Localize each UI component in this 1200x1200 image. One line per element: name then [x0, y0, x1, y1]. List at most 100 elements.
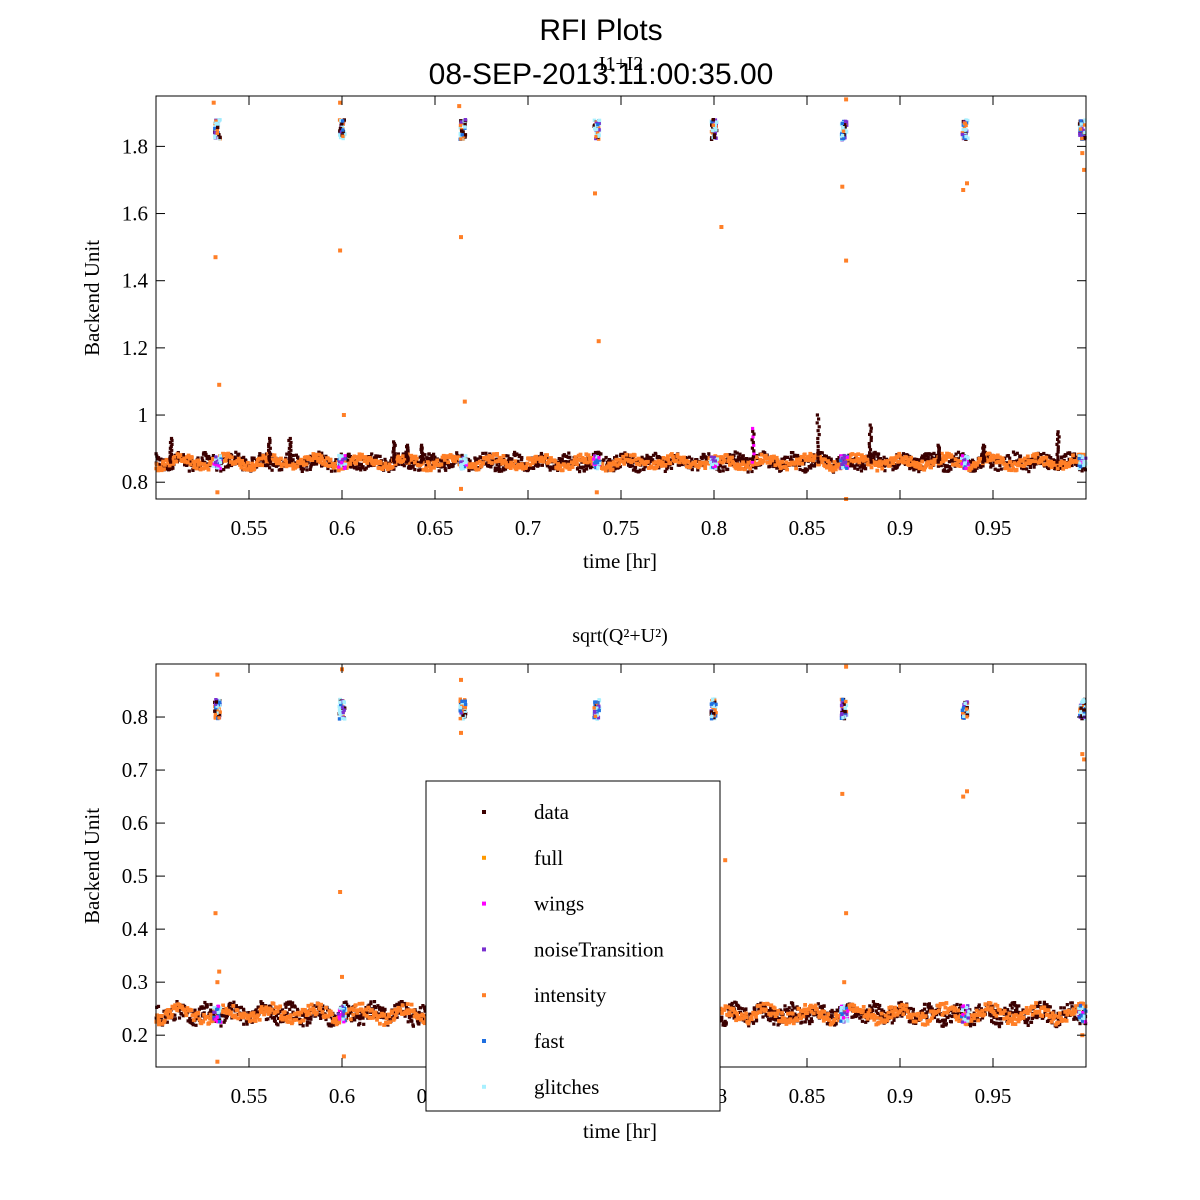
data-point — [943, 1018, 947, 1022]
intensity-point — [906, 459, 911, 464]
data-point — [733, 450, 737, 454]
data-point — [720, 1015, 724, 1019]
data-point — [408, 464, 413, 468]
intensity-point — [1007, 468, 1011, 472]
intensity-point — [682, 455, 686, 460]
intensity-point — [556, 466, 561, 471]
intensity-point — [646, 459, 650, 464]
glitches-point — [339, 464, 343, 468]
intensity-point — [754, 455, 759, 460]
intensity-point — [780, 459, 785, 464]
data-point — [732, 1016, 736, 1020]
data-point — [812, 464, 817, 468]
glitches-point — [219, 461, 223, 465]
intensity-point — [501, 454, 506, 458]
spike-point — [752, 432, 756, 436]
data-point — [376, 454, 380, 458]
spike-point — [288, 458, 292, 462]
data-point — [300, 1013, 305, 1017]
intensity-point — [243, 463, 248, 468]
spike-point — [392, 448, 396, 452]
data-point — [999, 467, 1003, 471]
data-point — [631, 464, 635, 468]
intensity-point — [254, 460, 259, 465]
intensity-point — [811, 458, 816, 463]
intensity-point — [777, 463, 782, 468]
outlier-point — [341, 413, 346, 417]
data-point — [532, 466, 536, 470]
data-point — [326, 466, 330, 471]
intensity-point — [668, 461, 673, 466]
data-point — [663, 469, 667, 473]
intensity-point — [833, 467, 838, 472]
data-point — [809, 466, 813, 470]
data-point — [359, 463, 363, 467]
data-point — [929, 452, 933, 456]
data-point — [926, 455, 930, 459]
data-point — [777, 1017, 782, 1021]
data-point — [927, 452, 931, 456]
intensity-point — [773, 463, 778, 468]
data-point — [276, 1023, 280, 1027]
data-point — [171, 466, 175, 470]
spike-point — [1055, 442, 1059, 446]
spike-point — [815, 413, 819, 417]
noiseTransition-point — [711, 458, 715, 462]
intensity-point — [490, 455, 495, 460]
data-point — [734, 459, 738, 463]
intensity-point — [922, 467, 927, 472]
data-point — [244, 1019, 248, 1023]
glitches-point — [708, 460, 713, 464]
x-tick-label: 0.55 — [231, 516, 268, 540]
data-point — [1011, 1001, 1015, 1005]
data-point — [870, 453, 874, 457]
data-point — [599, 452, 603, 456]
intensity-point — [998, 460, 1003, 465]
outlier-point — [217, 382, 222, 387]
data-point — [520, 456, 524, 460]
outlier-point — [1082, 167, 1087, 172]
intensity-point — [841, 129, 846, 133]
data-point — [718, 469, 722, 473]
data-point — [892, 1018, 896, 1022]
data-point — [227, 1005, 231, 1009]
spike-point — [750, 460, 754, 464]
glitches-point — [964, 134, 968, 139]
data-point — [754, 466, 758, 470]
intensity-point — [674, 458, 678, 463]
data-point — [882, 1009, 886, 1013]
intensity-point — [864, 457, 869, 462]
intensity-point — [401, 454, 405, 459]
spike-point — [1056, 430, 1060, 434]
data-point — [329, 469, 334, 473]
spike-point — [816, 444, 820, 448]
outlier-point — [338, 248, 343, 253]
outlier-point — [462, 399, 467, 404]
data-point — [702, 453, 706, 457]
data-point — [582, 469, 586, 473]
data-point — [568, 455, 572, 459]
data-point — [280, 468, 284, 472]
data-point — [758, 1008, 762, 1012]
data-point — [367, 1003, 371, 1007]
data-point — [303, 459, 307, 463]
intensity-point — [775, 458, 780, 463]
intensity-point — [661, 456, 666, 460]
intensity-point — [622, 461, 627, 466]
data-point — [426, 456, 430, 460]
data-point — [354, 465, 358, 469]
data-point — [909, 1006, 913, 1011]
glitches-point — [338, 135, 343, 140]
data-point — [876, 454, 880, 459]
intensity-point — [941, 459, 946, 464]
data-point — [159, 1016, 163, 1020]
data-point — [1031, 456, 1035, 460]
data-point — [230, 1007, 234, 1011]
data-point — [804, 1016, 808, 1020]
data-point — [670, 461, 675, 466]
glitches-point — [338, 457, 342, 461]
intensity-point — [784, 460, 789, 465]
data-point — [687, 455, 691, 459]
data-point — [418, 1006, 422, 1010]
noiseTransition-point — [844, 460, 848, 464]
